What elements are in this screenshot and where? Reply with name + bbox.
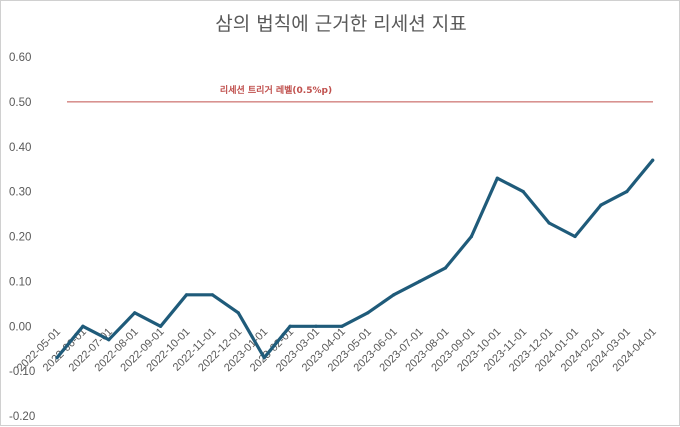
data-point bbox=[133, 311, 137, 315]
data-point bbox=[288, 324, 292, 328]
data-point bbox=[418, 279, 422, 283]
data-point bbox=[521, 190, 525, 194]
data-point bbox=[340, 324, 344, 328]
y-tick-label: -0.20 bbox=[9, 411, 35, 423]
data-point bbox=[159, 324, 163, 328]
data-point bbox=[366, 311, 370, 315]
y-tick-label: 0.50 bbox=[9, 97, 31, 109]
series-line bbox=[55, 158, 655, 360]
data-point bbox=[81, 324, 85, 328]
data-point bbox=[495, 176, 499, 180]
y-tick-label: -0.10 bbox=[9, 366, 35, 378]
series-group bbox=[55, 158, 655, 360]
data-point bbox=[107, 338, 111, 342]
y-tick-label: 0.10 bbox=[9, 276, 31, 288]
data-point bbox=[573, 234, 577, 239]
y-tick-label: 0.00 bbox=[9, 321, 31, 333]
data-point bbox=[392, 293, 396, 297]
data-point bbox=[55, 356, 59, 360]
data-point bbox=[314, 324, 318, 328]
y-tick-label: 0.60 bbox=[9, 52, 31, 64]
data-point bbox=[236, 311, 240, 315]
recession-trigger-label: 리세션 트리거 레벨(0.5%p) bbox=[220, 84, 332, 96]
data-point bbox=[443, 266, 448, 270]
data-point bbox=[184, 293, 189, 297]
chart-title: 삼의 법칙에 근거한 리세션 지표 bbox=[215, 13, 466, 35]
data-point bbox=[651, 158, 655, 162]
data-point bbox=[469, 234, 473, 239]
y-tick-label: 0.40 bbox=[9, 142, 31, 154]
reference-line-group: 리세션 트리거 레벨(0.5%p) bbox=[67, 84, 653, 103]
y-tick-label: 0.20 bbox=[9, 232, 31, 244]
data-point bbox=[210, 293, 214, 297]
data-point bbox=[262, 356, 266, 360]
data-point bbox=[599, 203, 603, 207]
data-point bbox=[547, 221, 551, 225]
y-axis: 0.60 0.50 0.40 0.30 0.20 0.10 0.00 -0.10 -0.20 bbox=[9, 52, 35, 423]
data-point bbox=[625, 190, 629, 194]
y-tick-label: 0.30 bbox=[9, 187, 31, 199]
x-axis: 2022-05-012022-06-012022-07-012022-08-01… bbox=[15, 326, 659, 374]
